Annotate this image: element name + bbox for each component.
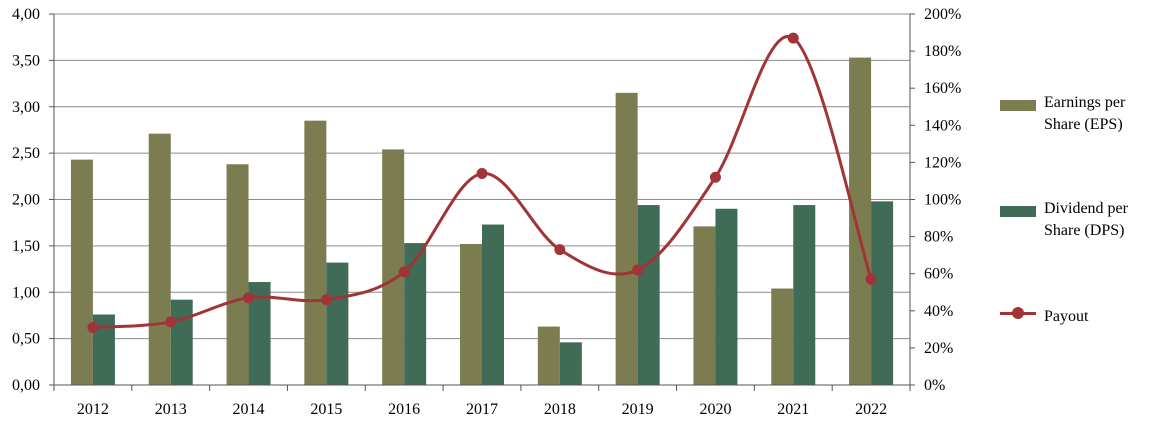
payout-point-2019 <box>632 264 644 276</box>
legend-swatch-payout <box>1000 306 1036 320</box>
left-tick-label: 0,00 <box>12 377 40 394</box>
bar-dps-2014 <box>248 282 271 385</box>
left-tick-label: 2,00 <box>12 192 40 209</box>
right-tick-label: 80% <box>924 229 953 246</box>
x-axis-ticks: 2012 2013 2014 2015 2016 2017 2018 2019 2020 2021… <box>53 385 911 418</box>
legend-label-eps: Earnings per Share (EPS) <box>1044 92 1125 136</box>
left-tick-label: 3,00 <box>12 99 40 116</box>
payout-line-group <box>87 32 877 333</box>
right-tick-label: 180% <box>924 43 961 60</box>
x-tick-label-2022: 2022 <box>855 401 887 418</box>
bar-dps-2018 <box>559 342 582 385</box>
left-axis-ticks: 0,00 0,50 1,00 1,50 2,00 2,50 3,00 3,50 4,00 <box>12 6 54 394</box>
payout-point-2021 <box>787 32 799 44</box>
bar-eps-2013 <box>148 133 171 385</box>
right-tick-label: 0% <box>924 377 945 394</box>
bar-dps-2017 <box>482 224 504 385</box>
legend-swatch-dps <box>1000 206 1036 217</box>
x-tick-label-2015: 2015 <box>310 401 342 418</box>
right-tick-label: 160% <box>924 80 961 97</box>
bar-eps-2016 <box>382 149 405 385</box>
right-tick-label: 140% <box>924 117 961 134</box>
payout-point-2017 <box>476 168 488 180</box>
right-tick-label: 200% <box>924 6 961 23</box>
bar-dps-2016 <box>404 243 427 385</box>
left-tick-label: 1,00 <box>12 284 40 301</box>
left-tick-label: 4,00 <box>12 6 40 23</box>
bar-eps-2022 <box>849 57 872 385</box>
left-tick-label: 0,50 <box>12 331 40 348</box>
payout-point-2020 <box>709 171 721 183</box>
x-tick-label-2018: 2018 <box>544 401 576 418</box>
x-tick-label-2021: 2021 <box>777 401 809 418</box>
x-tick-label-2012: 2012 <box>77 401 109 418</box>
bar-dps-2013 <box>170 299 193 385</box>
legend-item-eps: Earnings per Share (EPS) <box>1000 92 1125 136</box>
bar-dps-2012 <box>92 314 115 385</box>
payout-point-2012 <box>87 321 99 333</box>
legend-label-dps-line2: Share (DPS) <box>1044 222 1125 239</box>
legend-label-eps-line2: Share (EPS) <box>1044 116 1123 133</box>
bar-dps-2015 <box>326 262 349 385</box>
payout-point-2022 <box>865 273 877 285</box>
legend: Earnings per Share (EPS) Dividend per Sh… <box>1000 0 1158 424</box>
bar-eps-2020 <box>693 226 716 385</box>
legend-label-dps-line1: Dividend per <box>1044 200 1128 217</box>
legend-label-eps-line1: Earnings per <box>1044 94 1126 111</box>
legend-label-payout: Payout <box>1044 308 1089 325</box>
bar-eps-2014 <box>226 164 249 385</box>
bar-eps-2021 <box>771 288 794 385</box>
right-tick-label: 120% <box>924 154 961 171</box>
legend-swatch-eps <box>1000 100 1036 111</box>
right-tick-label: 100% <box>924 192 961 209</box>
payout-point-2014 <box>243 292 255 304</box>
legend-item-dps: Dividend per Share (DPS) <box>1000 198 1128 242</box>
bar-dps-2022 <box>871 201 894 385</box>
payout-point-2016 <box>398 266 410 278</box>
payout-point-2013 <box>165 316 177 328</box>
bar-dps-2019 <box>637 205 660 385</box>
legend-label-dps: Dividend per Share (DPS) <box>1044 198 1128 242</box>
bar-eps-2012 <box>70 159 93 385</box>
x-tick-label-2020: 2020 <box>699 401 731 418</box>
bar-eps-2018 <box>537 326 560 385</box>
left-tick-label: 2,50 <box>12 145 40 162</box>
payout-chart: 0,00 0,50 1,00 1,50 2,00 2,50 3,00 3,50 4,00 0% 2… <box>12 6 961 418</box>
right-tick-label: 40% <box>924 303 953 320</box>
bar-dps-2020 <box>715 208 738 385</box>
right-axis-ticks: 0% 20% 40% 60% 80% 100% 120% 140% 160% 180% 200% <box>910 6 961 394</box>
x-tick-label-2016: 2016 <box>388 401 420 418</box>
payout-point-2018 <box>554 244 566 256</box>
right-tick-label: 20% <box>924 340 953 357</box>
grid-lines <box>54 13 910 386</box>
x-tick-label-2017: 2017 <box>466 401 498 418</box>
bar-dps-2021 <box>793 205 816 385</box>
legend-item-payout: Payout <box>1000 306 1088 328</box>
left-tick-label: 3,50 <box>12 52 40 69</box>
bar-eps-2017 <box>460 244 482 385</box>
bar-eps-2019 <box>615 92 638 386</box>
left-tick-label: 1,50 <box>12 238 40 255</box>
bar-eps-2015 <box>304 120 327 385</box>
right-tick-label: 60% <box>924 266 953 283</box>
payout-point-2015 <box>320 294 332 306</box>
x-tick-label-2019: 2019 <box>622 401 654 418</box>
x-tick-label-2013: 2013 <box>155 401 187 418</box>
x-tick-label-2014: 2014 <box>233 401 265 418</box>
